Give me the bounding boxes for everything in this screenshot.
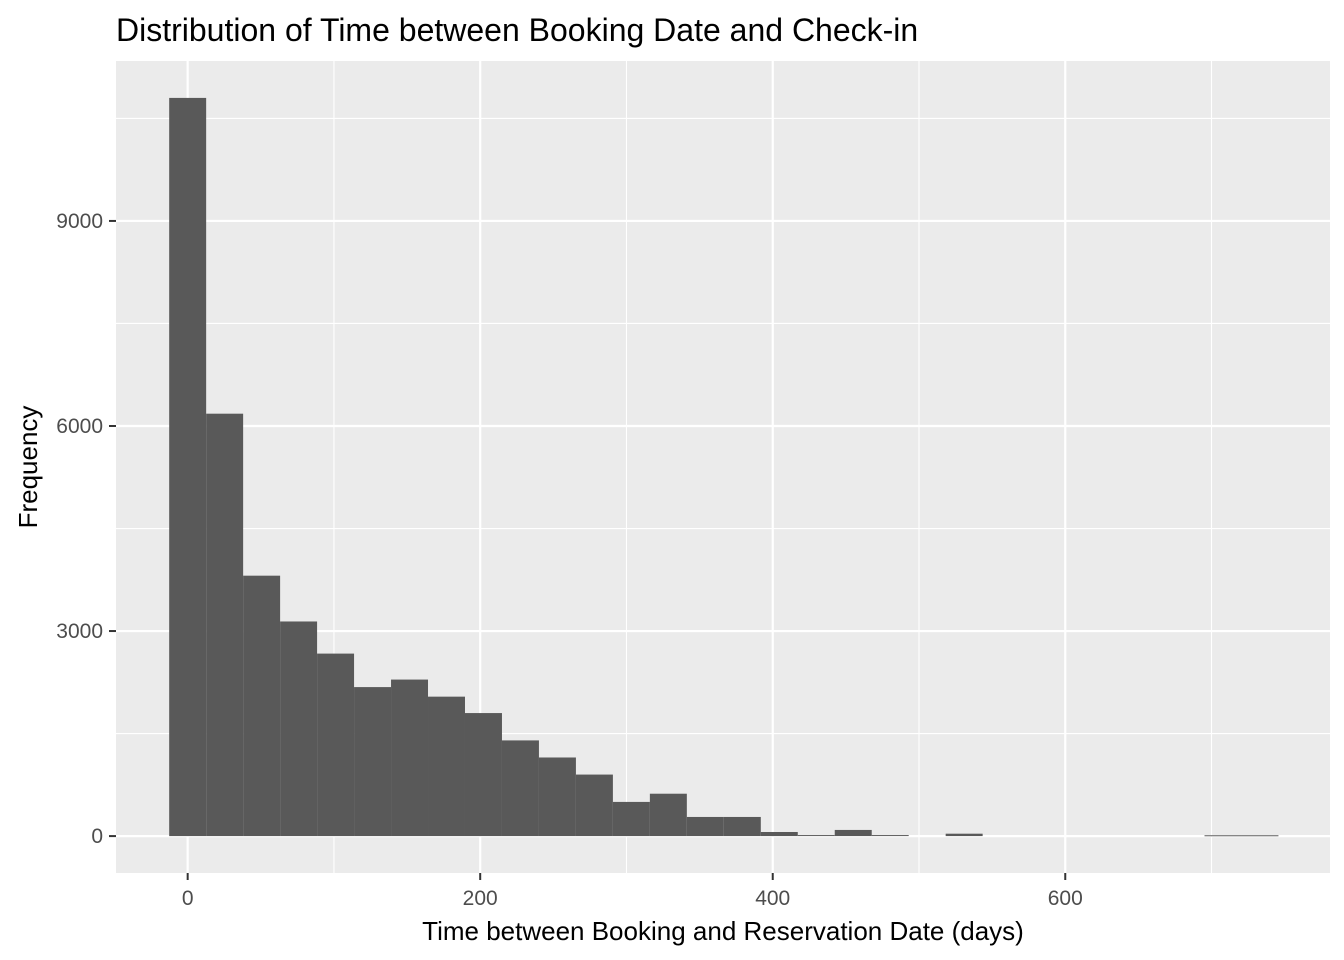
y-axis-title: Frequency bbox=[13, 406, 43, 529]
histogram-bar bbox=[501, 740, 539, 837]
histogram-bar bbox=[723, 816, 761, 837]
histogram-bar bbox=[575, 774, 613, 837]
histogram-bar bbox=[243, 575, 281, 837]
y-axis-ticks: 0 3000 6000 9000 bbox=[56, 210, 116, 848]
histogram-bar bbox=[538, 757, 576, 837]
histogram-bar bbox=[945, 833, 983, 837]
y-tick-label: 6000 bbox=[56, 415, 103, 438]
histogram-bar bbox=[428, 696, 465, 837]
histogram-bar bbox=[760, 831, 798, 837]
y-tick-label: 0 bbox=[91, 825, 103, 848]
histogram-bar bbox=[871, 835, 909, 837]
histogram-bar bbox=[354, 687, 392, 837]
histogram-bar bbox=[280, 621, 318, 837]
histogram-bar bbox=[464, 713, 502, 837]
histogram-bar bbox=[206, 413, 244, 837]
histogram-bar bbox=[612, 801, 650, 837]
x-tick-label: 600 bbox=[1048, 887, 1083, 910]
histogram-bar bbox=[649, 793, 687, 837]
x-tick-label: 0 bbox=[182, 887, 194, 910]
x-tick-label: 200 bbox=[463, 887, 498, 910]
x-axis-title: Time between Booking and Reservation Dat… bbox=[422, 916, 1024, 946]
minor-gridlines bbox=[116, 61, 1330, 873]
chart-title: Distribution of Time between Booking Dat… bbox=[116, 12, 918, 48]
histogram-bar bbox=[1204, 835, 1242, 837]
histogram-bar bbox=[169, 97, 207, 837]
histogram-bar bbox=[834, 829, 872, 837]
y-tick-label: 9000 bbox=[56, 210, 103, 233]
x-axis-ticks: 0 200 400 600 bbox=[182, 873, 1083, 910]
histogram-bar bbox=[1241, 835, 1279, 837]
histogram-bar bbox=[317, 653, 355, 837]
histogram-bars bbox=[169, 97, 1279, 837]
x-tick-label: 400 bbox=[755, 887, 790, 910]
y-tick-label: 3000 bbox=[56, 620, 103, 643]
histogram-bar bbox=[797, 835, 835, 837]
histogram-bar bbox=[686, 816, 724, 837]
histogram-bar bbox=[391, 679, 429, 837]
